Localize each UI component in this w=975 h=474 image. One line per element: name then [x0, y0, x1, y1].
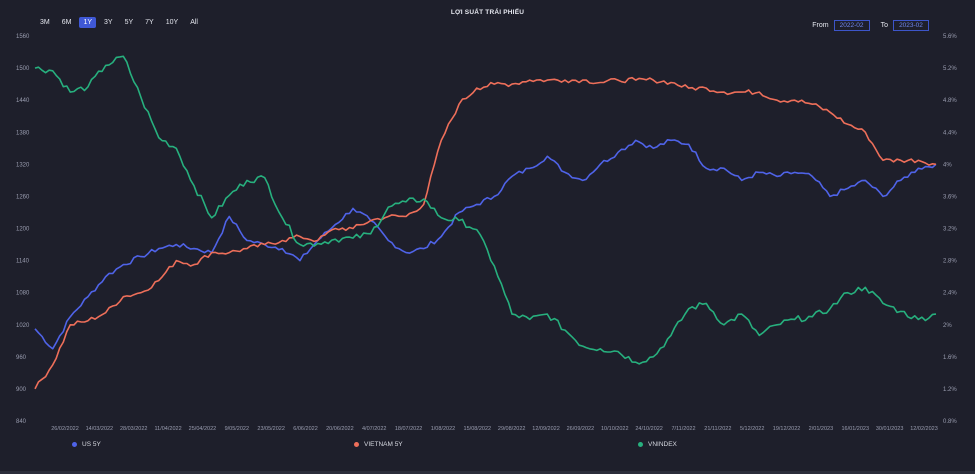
- x-tick-label: 19/12/2022: [773, 426, 801, 432]
- right-tick-label: 1.2%: [943, 387, 957, 393]
- left-tick-label: 840: [16, 419, 27, 425]
- x-tick-label: 28/03/2022: [120, 426, 148, 432]
- legend-label-us5y: US 5Y: [82, 441, 101, 448]
- x-tick-label: 6/06/2022: [293, 426, 317, 432]
- right-tick-label: 4.8%: [943, 98, 957, 104]
- left-tick-label: 900: [16, 387, 27, 393]
- x-tick-label: 11/04/2022: [155, 426, 182, 432]
- x-tick-label: 12/09/2022: [532, 426, 560, 432]
- range-button-5y[interactable]: 5Y: [124, 19, 134, 26]
- left-tick-label: 1380: [16, 130, 30, 136]
- right-tick-label: 2.8%: [943, 259, 957, 265]
- range-button-3y[interactable]: 3Y: [104, 19, 113, 26]
- right-tick-label: 4%: [943, 162, 952, 168]
- right-tick-label: 2%: [943, 323, 952, 329]
- range-button-7y[interactable]: 7Y: [145, 19, 154, 26]
- left-tick-label: 1320: [16, 162, 30, 168]
- range-button-all[interactable]: All: [190, 19, 198, 26]
- x-axis: 26/02/2022 14/03/2022 28/03/2022 11/04/2022…: [51, 426, 938, 432]
- legend-dot-vnindex: [638, 442, 643, 447]
- from-date-input[interactable]: 2022-02: [833, 20, 870, 31]
- x-tick-label: 16/01/2023: [842, 426, 870, 432]
- left-tick-label: 1500: [16, 66, 30, 72]
- x-tick-label: 30/01/2023: [876, 426, 904, 432]
- chart-title: LỢI SUẤT TRÁI PHIẾU: [450, 9, 525, 16]
- x-tick-label: 4/07/2022: [362, 426, 386, 432]
- right-tick-label: 5.2%: [943, 66, 957, 72]
- bottom-scrollbar: [0, 471, 975, 474]
- range-selector: 3M 6M 1Y 3Y 5Y 7Y 10Y All: [36, 17, 202, 28]
- date-range: From 2022-02 To 2023-02: [812, 20, 929, 31]
- range-button-6m[interactable]: 6M: [61, 19, 72, 26]
- x-tick-label: 23/05/2022: [257, 426, 285, 432]
- right-tick-label: 3.6%: [943, 194, 957, 200]
- to-date-input[interactable]: 2023-02: [893, 20, 929, 31]
- x-tick-label: 18/07/2022: [395, 426, 423, 432]
- right-tick-label: 3.2%: [943, 227, 957, 233]
- series-line-vn5y: [34, 76, 937, 390]
- x-tick-label: 26/09/2022: [567, 426, 595, 432]
- right-tick-label: 1.6%: [943, 355, 957, 361]
- series-line-vnindex: [34, 55, 937, 365]
- legend-dot-us5y: [72, 442, 77, 447]
- left-tick-label: 1560: [16, 34, 30, 40]
- x-tick-label: 9/05/2022: [225, 426, 249, 432]
- x-tick-label: 25/04/2022: [189, 426, 217, 432]
- to-label: To: [880, 22, 888, 29]
- range-button-10y[interactable]: 10Y: [165, 19, 179, 26]
- x-tick-label: 1/08/2022: [431, 426, 455, 432]
- x-tick-label: 26/02/2022: [51, 426, 79, 432]
- x-tick-label: 15/08/2022: [464, 426, 492, 432]
- x-tick-label: 2/01/2023: [809, 426, 833, 432]
- left-tick-label: 1080: [16, 291, 30, 297]
- legend-item-vnindex[interactable]: VNINDEX: [638, 441, 677, 448]
- right-tick-label: 0.8%: [943, 419, 957, 425]
- right-tick-label: 2.4%: [943, 291, 957, 297]
- left-tick-label: 1020: [16, 323, 30, 329]
- x-tick-label: 5/12/2022: [740, 426, 764, 432]
- legend-label-vnindex: VNINDEX: [648, 441, 677, 448]
- legend-item-us5y[interactable]: US 5Y: [72, 441, 101, 448]
- right-tick-label: 5.6%: [943, 34, 957, 40]
- legend-dot-vn5y: [354, 442, 359, 447]
- range-button-3m[interactable]: 3M: [40, 19, 50, 26]
- x-tick-label: 24/10/2022: [635, 426, 663, 432]
- range-button-1y[interactable]: 1Y: [79, 17, 97, 28]
- left-tick-label: 1260: [16, 194, 30, 200]
- left-tick-label: 1140: [16, 259, 30, 265]
- left-axis: 840 900 960 1020 1080 1140 1200 1260 1320 1380 144…: [16, 34, 30, 425]
- x-tick-label: 29/08/2022: [498, 426, 526, 432]
- x-tick-label: 12/02/2023: [910, 426, 938, 432]
- series-line-us5y: [34, 139, 937, 350]
- from-label: From: [812, 22, 829, 29]
- x-tick-label: 21/11/2022: [704, 426, 731, 432]
- right-axis: 0.8% 1.2% 1.6% 2% 2.4% 2.8% 3.2% 3.6% 4% 4.4% 4.8%…: [943, 34, 957, 425]
- x-tick-label: 20/06/2022: [326, 426, 354, 432]
- x-tick-label: 7/11/2022: [671, 426, 695, 432]
- legend-label-vn5y: VIETNAM 5Y: [364, 441, 403, 448]
- x-tick-label: 14/03/2022: [86, 426, 114, 432]
- legend-item-vn5y[interactable]: VIETNAM 5Y: [354, 441, 403, 448]
- right-tick-label: 4.4%: [943, 130, 957, 136]
- left-tick-label: 960: [16, 355, 27, 361]
- left-tick-label: 1200: [16, 227, 30, 233]
- x-tick-label: 10/10/2022: [601, 426, 629, 432]
- left-tick-label: 1440: [16, 98, 30, 104]
- series-layer: [34, 55, 937, 390]
